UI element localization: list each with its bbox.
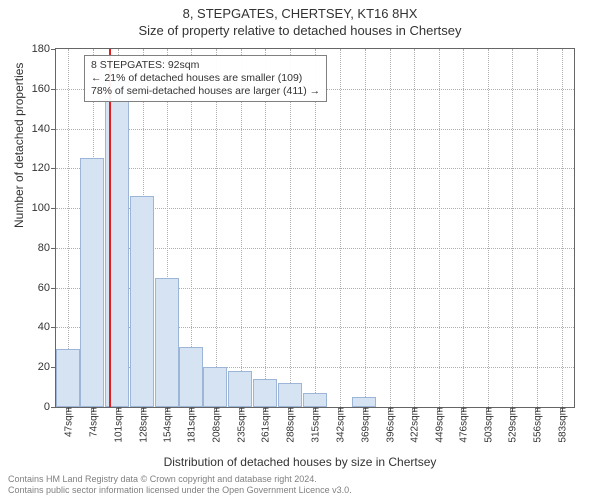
x-axis-label: Distribution of detached houses by size … bbox=[0, 455, 600, 469]
gridline-v bbox=[390, 49, 391, 407]
xtick-label: 529sqm bbox=[506, 407, 519, 443]
ytick-label: 180 bbox=[32, 43, 56, 55]
gridline-v bbox=[216, 49, 217, 407]
xtick-label: 556sqm bbox=[531, 407, 544, 443]
title-address: 8, STEPGATES, CHERTSEY, KT16 8HX bbox=[0, 0, 600, 21]
ytick-label: 0 bbox=[44, 401, 56, 413]
xtick-label: 396sqm bbox=[383, 407, 396, 443]
histogram-bar bbox=[80, 158, 104, 407]
gridline-v bbox=[340, 49, 341, 407]
histogram-bar bbox=[155, 278, 179, 407]
histogram-bar bbox=[203, 367, 227, 407]
gridline-v bbox=[562, 49, 563, 407]
xtick-label: 583sqm bbox=[556, 407, 569, 443]
ytick-label: 80 bbox=[38, 242, 56, 254]
ytick-label: 120 bbox=[32, 162, 56, 174]
xtick-label: 128sqm bbox=[136, 407, 149, 443]
ytick-label: 140 bbox=[32, 123, 56, 135]
gridline-v bbox=[265, 49, 266, 407]
ytick-label: 160 bbox=[32, 83, 56, 95]
ytick-label: 100 bbox=[32, 202, 56, 214]
xtick-label: 47sqm bbox=[61, 407, 74, 437]
xtick-label: 235sqm bbox=[235, 407, 248, 443]
gridline-v bbox=[290, 49, 291, 407]
xtick-label: 154sqm bbox=[160, 407, 173, 443]
annotation-line2: ← 21% of detached houses are smaller (10… bbox=[91, 72, 320, 85]
footer-line1: Contains HM Land Registry data © Crown c… bbox=[8, 474, 352, 485]
histogram-bar bbox=[352, 397, 376, 407]
xtick-label: 101sqm bbox=[111, 407, 124, 443]
xtick-label: 208sqm bbox=[210, 407, 223, 443]
histogram-bar bbox=[303, 393, 327, 407]
xtick-label: 503sqm bbox=[482, 407, 495, 443]
gridline-v bbox=[512, 49, 513, 407]
xtick-label: 369sqm bbox=[358, 407, 371, 443]
gridline-v bbox=[365, 49, 366, 407]
gridline-v bbox=[315, 49, 316, 407]
histogram-bar bbox=[253, 379, 277, 407]
histogram-bar bbox=[56, 349, 80, 407]
y-axis-label: Number of detached properties bbox=[12, 63, 26, 228]
xtick-label: 288sqm bbox=[284, 407, 297, 443]
annotation-line3: 78% of semi-detached houses are larger (… bbox=[91, 85, 320, 98]
xtick-label: 422sqm bbox=[407, 407, 420, 443]
annotation-line1: 8 STEPGATES: 92sqm bbox=[91, 59, 320, 72]
gridline-v bbox=[488, 49, 489, 407]
xtick-label: 476sqm bbox=[457, 407, 470, 443]
annotation-box: 8 STEPGATES: 92sqm ← 21% of detached hou… bbox=[84, 55, 327, 102]
histogram-bar bbox=[278, 383, 302, 407]
histogram-bar bbox=[228, 371, 252, 407]
histogram-bar bbox=[105, 81, 129, 407]
gridline-v bbox=[439, 49, 440, 407]
ytick-label: 20 bbox=[38, 361, 56, 373]
xtick-label: 342sqm bbox=[333, 407, 346, 443]
xtick-label: 261sqm bbox=[259, 407, 272, 443]
histogram-bar bbox=[130, 196, 154, 407]
footer-attribution: Contains HM Land Registry data © Crown c… bbox=[8, 474, 352, 496]
xtick-label: 74sqm bbox=[86, 407, 99, 437]
xtick-label: 449sqm bbox=[432, 407, 445, 443]
histogram-plot: 02040608010012014016018047sqm74sqm101sqm… bbox=[55, 48, 575, 408]
ytick-label: 60 bbox=[38, 282, 56, 294]
ytick-label: 40 bbox=[38, 321, 56, 333]
histogram-bar bbox=[179, 347, 203, 407]
xtick-label: 315sqm bbox=[309, 407, 322, 443]
xtick-label: 181sqm bbox=[185, 407, 198, 443]
gridline-v bbox=[463, 49, 464, 407]
property-marker-line bbox=[109, 49, 111, 407]
gridline-v bbox=[241, 49, 242, 407]
gridline-v bbox=[537, 49, 538, 407]
title-main: Size of property relative to detached ho… bbox=[0, 21, 600, 42]
footer-line2: Contains public sector information licen… bbox=[8, 485, 352, 496]
gridline-v bbox=[414, 49, 415, 407]
